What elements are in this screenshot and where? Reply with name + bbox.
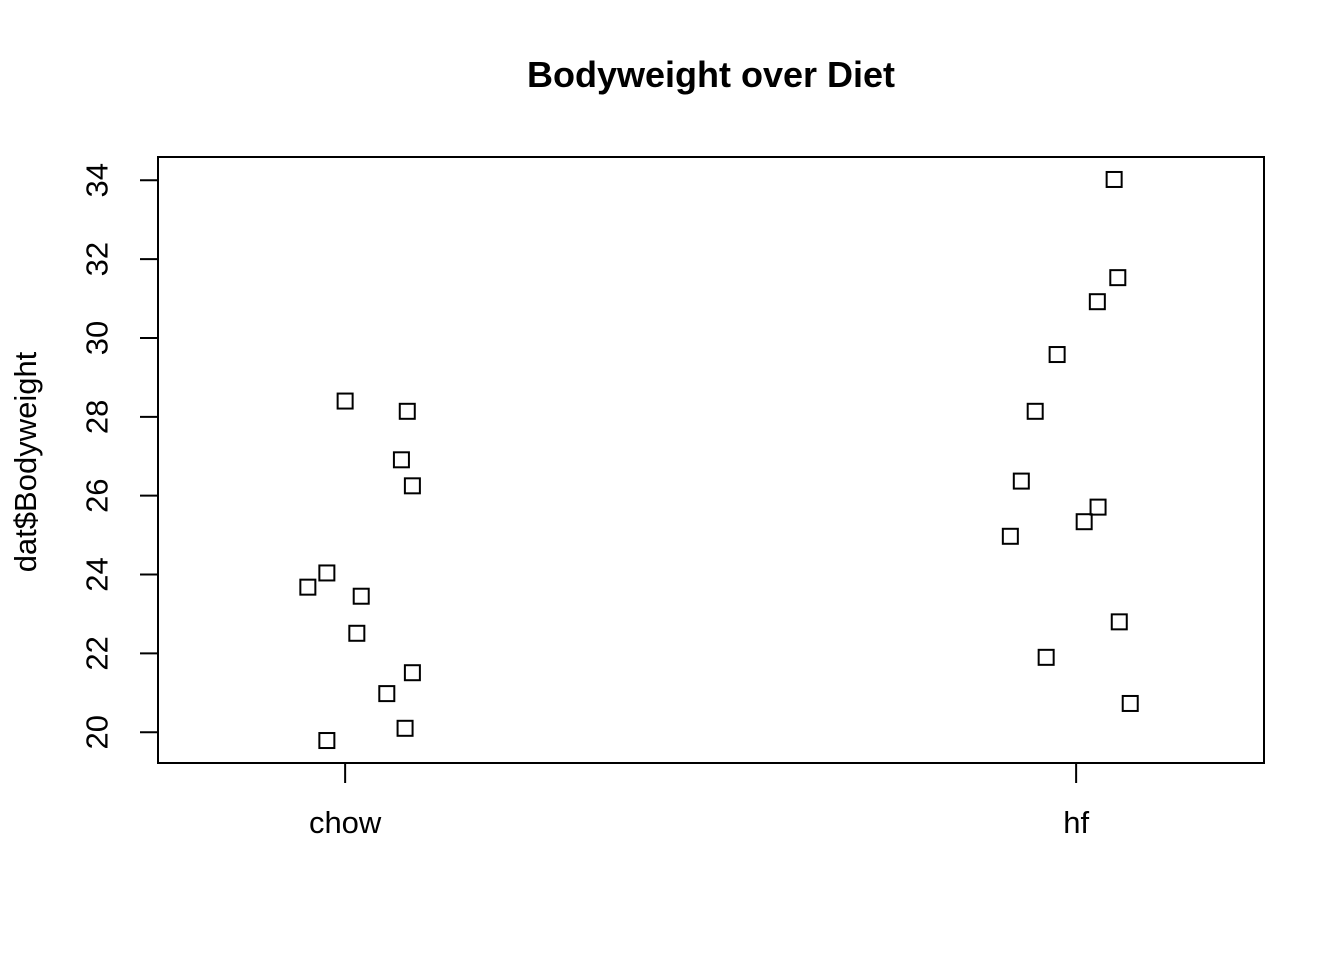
y-tick-label: 20 [80,715,115,749]
data-point-hf [1121,694,1139,712]
y-tick-label: 24 [80,557,115,591]
data-point-hf [1026,402,1044,420]
chart-title: Bodyweight over Diet [526,54,896,95]
data-point-chow [299,578,317,596]
data-point-hf [1012,472,1030,490]
plot-box [157,156,1265,764]
data-point-hf [1109,269,1127,287]
data-point-hf [1037,648,1055,666]
data-point-chow [396,719,414,737]
y-tick-label: 28 [80,400,115,434]
data-point-hf [1105,170,1123,188]
data-point-chow [352,587,370,605]
data-point-hf [1088,293,1106,311]
data-point-hf [1110,613,1128,631]
x-tick-label: hf [1063,805,1089,840]
data-point-chow [392,451,410,469]
data-point-chow [403,664,421,682]
data-point-hf [1048,346,1066,364]
y-tick-label: 26 [80,478,115,512]
data-point-chow [318,564,336,582]
data-point-chow [336,392,354,410]
y-tick-label: 34 [80,163,115,197]
data-point-chow [403,477,421,495]
y-tick-label: 22 [80,636,115,670]
data-point-chow [348,624,366,642]
data-point-chow [398,402,416,420]
data-point-hf [1001,527,1019,545]
data-point-chow [318,732,336,750]
data-point-chow [378,685,396,703]
data-point-hf [1075,513,1093,531]
y-tick-label: 30 [80,321,115,355]
y-tick-label: 32 [79,242,114,276]
data-point-hf [1089,498,1107,516]
x-tick-label: chow [309,805,382,840]
